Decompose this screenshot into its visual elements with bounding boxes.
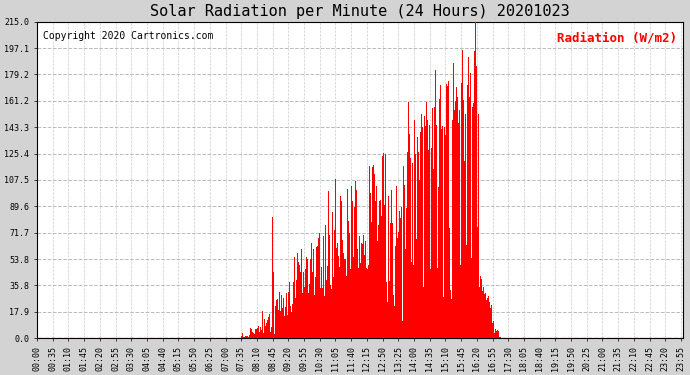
Title: Solar Radiation per Minute (24 Hours) 20201023: Solar Radiation per Minute (24 Hours) 20… [150,4,570,19]
Text: Copyright 2020 Cartronics.com: Copyright 2020 Cartronics.com [43,31,214,41]
Text: Radiation (W/m2): Radiation (W/m2) [557,31,676,44]
